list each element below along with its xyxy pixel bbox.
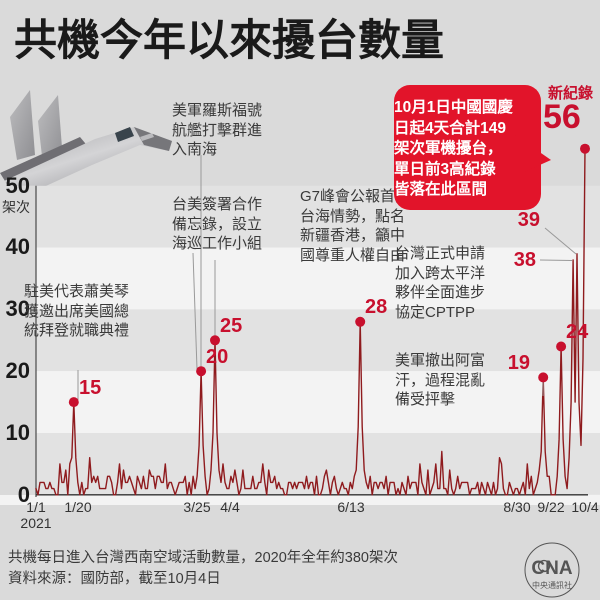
svg-text:CNA: CNA [531,558,572,579]
svg-text:中央通訊社: 中央通訊社 [532,580,572,590]
